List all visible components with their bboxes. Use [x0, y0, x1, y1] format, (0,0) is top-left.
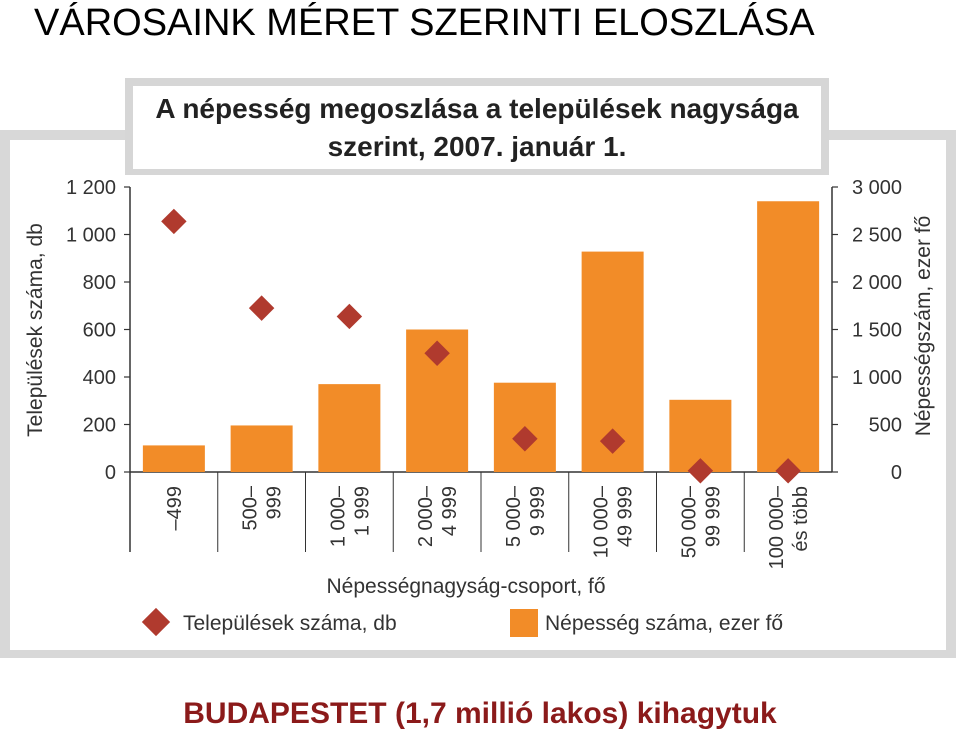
- marker: [424, 340, 450, 366]
- category-label: 100 000– és több: [766, 485, 812, 569]
- y-axis-label-left: Települések száma, db: [24, 223, 47, 437]
- category-label: –499: [164, 486, 186, 531]
- chart-title: A népesség megoszlása a települések nagy…: [133, 86, 821, 169]
- category-label-line: 2 000–: [415, 485, 437, 547]
- category-label-line: –499: [164, 486, 186, 531]
- category-label-line: 49 999: [615, 486, 637, 547]
- category-labels: –499 500– 999 1 000– 1 999 2 000– 4 999 5 000– 9…: [164, 485, 812, 569]
- category-label-line: és több: [790, 486, 812, 552]
- marker: [512, 426, 538, 452]
- bar: [230, 425, 293, 472]
- x-axis-label: Népességnagyság-csoport, fő: [327, 575, 606, 598]
- category-label-line: 50 000–: [678, 485, 700, 558]
- right-tick-label: 2 000: [852, 272, 902, 294]
- left-tick-label: 400: [83, 367, 116, 389]
- y-axis-label-right: Népességszám, ezer fő: [912, 216, 935, 437]
- left-tick-label: 1 000: [66, 225, 116, 247]
- marker: [687, 458, 714, 484]
- marker: [775, 458, 801, 484]
- category-label: 2 000– 4 999: [415, 485, 461, 547]
- category-label-line: 1 000–: [327, 485, 349, 547]
- legend: Települések száma, db Népesség száma, ez…: [141, 607, 783, 637]
- right-axis-label: Népességszám, ezer fő: [912, 216, 935, 437]
- chart-title-box: A népesség megoszlása a települések nagy…: [125, 78, 829, 175]
- right-tick-label: 3 000: [852, 177, 902, 199]
- bar: [142, 445, 205, 472]
- marker: [161, 208, 187, 235]
- legend-marker-swatch: [141, 607, 171, 637]
- marker: [336, 303, 363, 330]
- legend-bar-swatch: [510, 609, 538, 637]
- slide-footer: BUDAPESTET (1,7 millió lakos) kihagytuk: [183, 697, 777, 730]
- category-label-line: 9 999: [527, 486, 549, 536]
- category-label: 5 000– 9 999: [503, 485, 549, 547]
- axes: [129, 187, 833, 552]
- category-label: 50 000– 99 999: [678, 485, 724, 558]
- left-tick-label: 200: [83, 415, 116, 437]
- ticks: 0 0 200 500 400 1 000 600 1 500 800 2 000 1 000 2 5…: [66, 177, 902, 484]
- left-tick-label: 600: [83, 320, 116, 342]
- category-label-line: 4 999: [439, 486, 461, 536]
- right-tick-label: 1 000: [852, 367, 902, 389]
- left-axis-label: Települések száma, db: [24, 223, 47, 437]
- left-tick-label: 0: [105, 462, 116, 484]
- category-label: 1 000– 1 999: [327, 485, 373, 547]
- legend-marker-label: Települések száma, db: [183, 612, 397, 635]
- left-tick-label: 1 200: [66, 177, 116, 199]
- bars: [142, 201, 820, 472]
- category-label: 10 000– 49 999: [591, 485, 637, 558]
- bar: [318, 384, 381, 472]
- right-tick-label: 2 500: [852, 225, 902, 247]
- category-label-line: 500–: [240, 485, 262, 530]
- right-tick-label: 500: [869, 415, 902, 437]
- left-tick-label: 800: [83, 272, 116, 294]
- right-tick-label: 0: [891, 462, 902, 484]
- category-label-line: 100 000–: [766, 485, 788, 569]
- category-label-line: 999: [264, 486, 286, 519]
- marker: [599, 428, 626, 454]
- category-label: 500– 999: [240, 485, 286, 530]
- category-label-line: 99 999: [702, 486, 724, 547]
- chart-title-line-2: szerint, 2007. január 1.: [327, 131, 627, 162]
- category-label-line: 10 000–: [591, 485, 613, 558]
- slide-title: VÁROSAINK MÉRET SZERINTI ELOSZLÁSA: [34, 2, 815, 44]
- category-label-line: 5 000–: [503, 485, 525, 547]
- category-label-line: 1 999: [351, 486, 373, 536]
- right-tick-label: 1 500: [852, 320, 902, 342]
- bar: [757, 201, 820, 472]
- chart-title-line-1: A népesség megoszlása a települések nagy…: [155, 93, 799, 124]
- marker: [248, 295, 275, 321]
- legend-bar-label: Népesség száma, ezer fő: [545, 612, 783, 635]
